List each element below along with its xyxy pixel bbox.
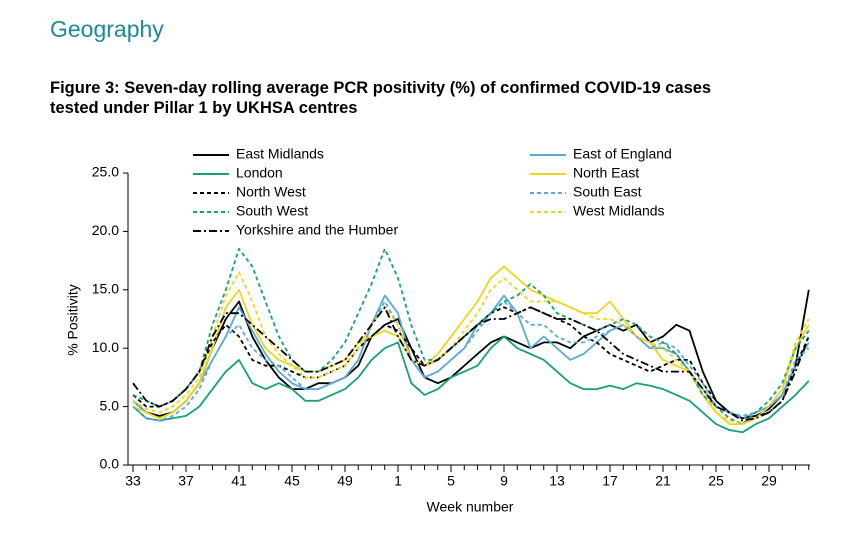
series-line [132, 300, 810, 422]
x-tick-label: 17 [602, 473, 618, 489]
series-line [132, 271, 810, 425]
legend-label: North West [236, 184, 306, 200]
legend-label: Yorkshire and the Humber [236, 222, 398, 238]
x-tick-label: 1 [394, 473, 402, 489]
legend-label: East Midlands [236, 146, 324, 162]
legend-label: South West [236, 203, 308, 219]
x-tick-label: 29 [761, 473, 777, 489]
legend-label: South East [573, 184, 642, 200]
series-line [132, 335, 810, 434]
x-tick-label: 9 [500, 473, 508, 489]
x-tick-label: 5 [447, 473, 455, 489]
y-tick-label: 25.0 [92, 164, 119, 180]
x-axis-label: Week number [427, 499, 514, 515]
y-tick-label: 5.0 [100, 397, 120, 413]
x-tick-label: 25 [708, 473, 724, 489]
y-tick-label: 0.0 [100, 456, 120, 472]
x-tick-label: 45 [284, 473, 300, 489]
y-tick-label: 15.0 [92, 281, 119, 297]
y-axis-label: % Positivity [65, 284, 81, 356]
y-tick-label: 20.0 [92, 222, 119, 238]
series-line [132, 306, 810, 422]
legend-label: London [236, 165, 283, 181]
series-line [132, 265, 810, 425]
x-tick-label: 49 [337, 473, 353, 489]
x-tick-label: 21 [655, 473, 671, 489]
legend-label: North East [573, 165, 639, 181]
x-tick-label: 13 [549, 473, 565, 489]
x-tick-label: 41 [231, 473, 247, 489]
y-tick-label: 10.0 [92, 339, 119, 355]
legend-label: East of England [573, 146, 672, 162]
chart-title: Figure 3: Seven-day rolling average PCR … [50, 79, 712, 117]
page-heading: Geography [50, 16, 164, 42]
x-tick-label: 33 [125, 473, 141, 489]
x-tick-label: 37 [178, 473, 194, 489]
legend-label: West Midlands [573, 203, 665, 219]
